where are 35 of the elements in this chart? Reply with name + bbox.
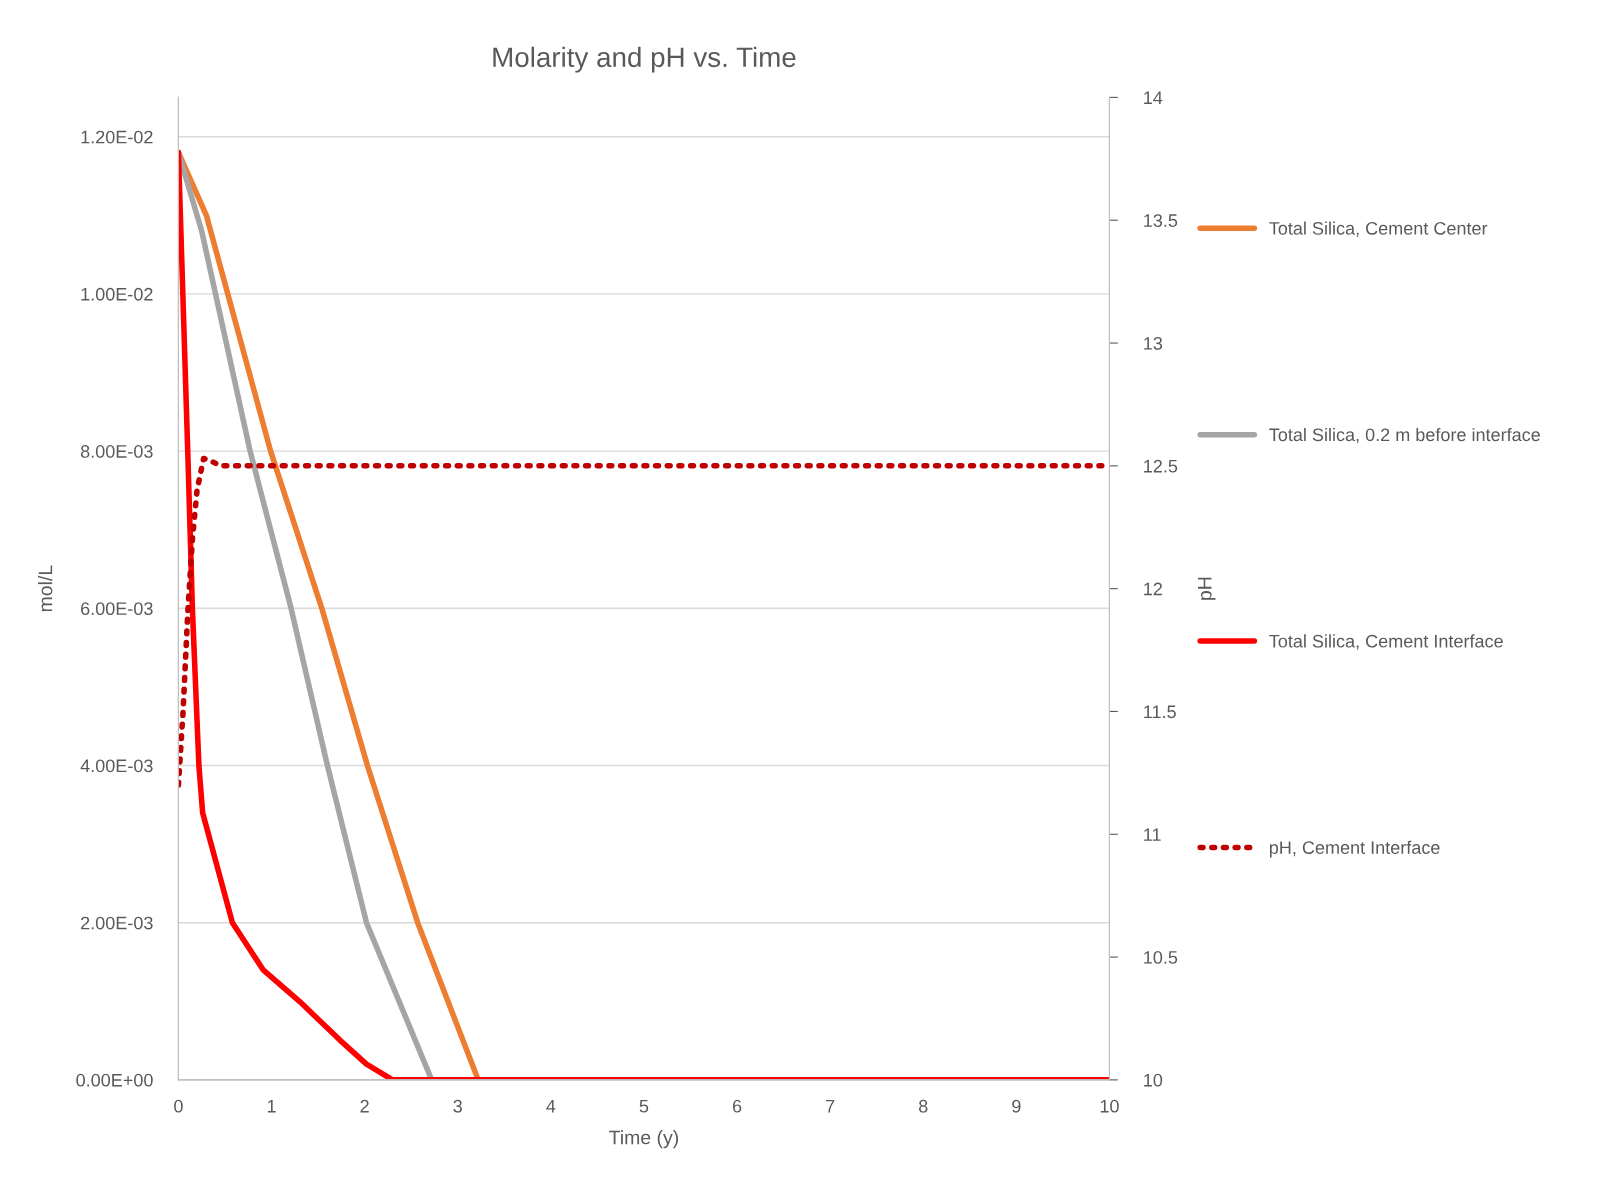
y2-tick-label: 14 [1144, 91, 1163, 104]
x-tick-label: 4 [546, 1100, 556, 1113]
y2-tick-label: 13 [1144, 336, 1163, 350]
x-tick-label: 5 [639, 1100, 649, 1113]
legend-label: pH, Cement Interface [1269, 840, 1440, 858]
y-tick-label: 8.00E-03 [80, 445, 153, 458]
y-tick-label: 4.00E-03 [80, 759, 153, 773]
y2-tick-label: 11.5 [1144, 705, 1176, 719]
x-tick-label: 0 [174, 1099, 183, 1113]
y2-tick-label: 12 [1144, 582, 1162, 596]
y-tick-label: 2.00E-03 [81, 916, 153, 930]
legend-label: Total Silica, Cement Center [1269, 221, 1488, 237]
x-axis-title: Time (y) [609, 1130, 679, 1149]
x-tick-label: 7 [826, 1100, 835, 1113]
y-tick-label: 1.00E-02 [81, 287, 153, 301]
chart-title: Molarity and pH vs. Time [493, 46, 796, 73]
x-tick-label: 2 [360, 1099, 369, 1113]
y2-tick-label: 10.5 [1144, 951, 1178, 964]
x-tick-label: 6 [732, 1099, 742, 1113]
y-axis-title: mol/L [38, 565, 53, 612]
x-tick-label: 1 [267, 1100, 276, 1113]
y2-tick-label: 12.5 [1144, 459, 1178, 473]
x-tick-label: 3 [453, 1099, 462, 1113]
x-tick-label: 9 [1012, 1099, 1021, 1113]
y2-tick-label: 10 [1144, 1073, 1163, 1087]
legend-label: Total Silica, Cement Interface [1269, 634, 1503, 650]
legend-label: Total Silica, 0.2 m before interface [1269, 427, 1540, 444]
y2-tick-label: 11 [1144, 828, 1161, 841]
x-tick-label: 10 [1100, 1099, 1119, 1113]
x-tick-label: 8 [919, 1099, 928, 1113]
y2-tick-label: 13.5 [1144, 214, 1178, 227]
y-tick-label: 1.20E-02 [81, 130, 153, 144]
y-tick-label: 0.00E+00 [76, 1073, 153, 1087]
y-tick-label: 6.00E-03 [81, 602, 153, 616]
y2-axis-title: pH [1198, 577, 1216, 600]
